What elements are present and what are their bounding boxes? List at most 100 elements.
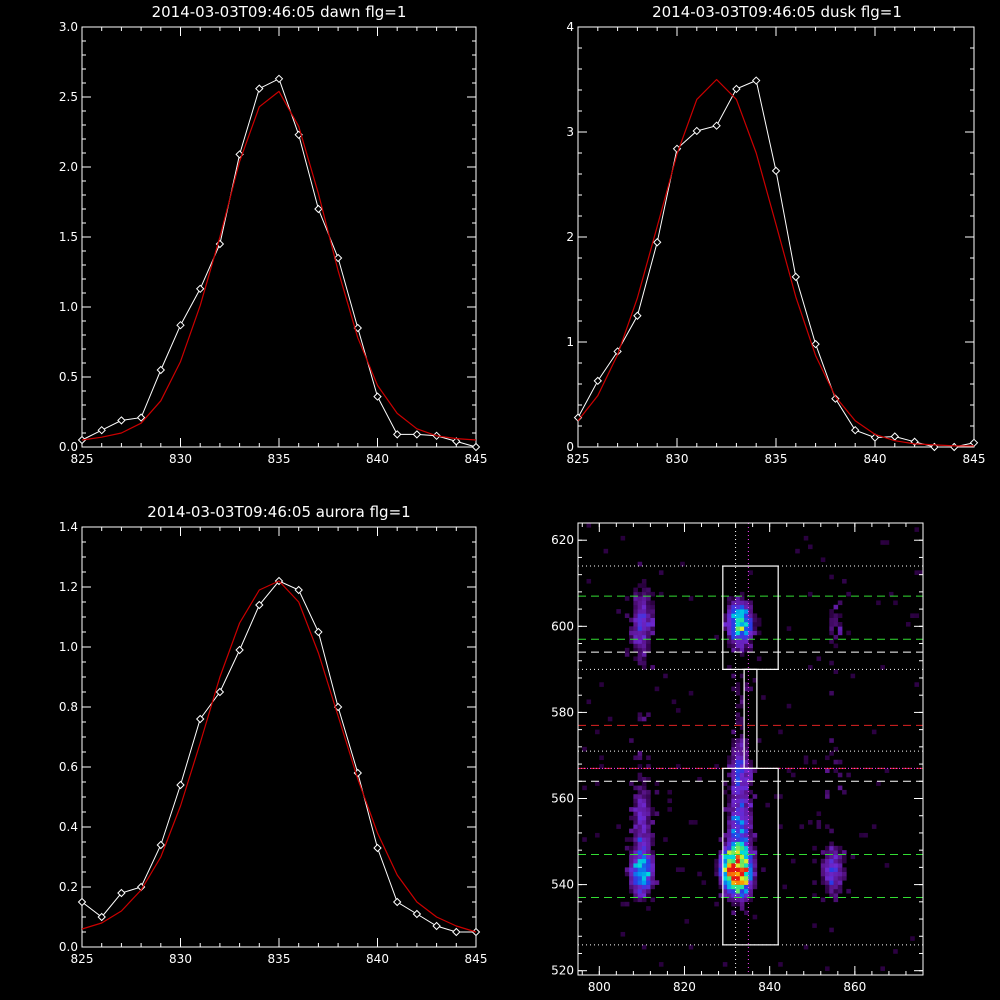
- heatmap-cell: [637, 630, 643, 636]
- heatmap-cell: [701, 880, 707, 885]
- heatmap-cell: [739, 617, 745, 623]
- heatmap-cell: [735, 613, 741, 618]
- data-point: [890, 432, 900, 441]
- heatmap-cell: [637, 647, 643, 653]
- heatmap-cell: [744, 613, 749, 618]
- heatmap-cell: [646, 863, 651, 868]
- heatmap-cell: [595, 781, 600, 786]
- x-tick-label: 840: [366, 952, 389, 966]
- heatmap-cell: [727, 755, 732, 761]
- heatmap-cell: [646, 884, 651, 890]
- heatmap-cell: [727, 759, 732, 765]
- heatmap-cell: [735, 721, 741, 726]
- heatmap-cell: [748, 798, 753, 804]
- heatmap-cell: [586, 523, 592, 528]
- heatmap-cell: [837, 875, 843, 881]
- heatmap-cell: [658, 591, 664, 597]
- heatmap-cell: [731, 897, 736, 903]
- heatmap-cell: [731, 738, 736, 743]
- heatmap-cell: [633, 600, 638, 606]
- heatmap-cell: [722, 837, 728, 842]
- heatmap-cell: [641, 785, 647, 791]
- heatmap-cell: [641, 802, 647, 808]
- heatmap-cell: [629, 630, 634, 636]
- heatmap-cell: [735, 690, 741, 696]
- heatmap-cell: [646, 798, 651, 804]
- heatmap-cell: [654, 789, 660, 795]
- heatmap-cell: [748, 759, 753, 765]
- heatmap-cell: [633, 591, 638, 597]
- heatmap-cell: [837, 880, 843, 885]
- heatmap-cell: [799, 824, 805, 829]
- heatmap-cell: [752, 626, 758, 631]
- x-tick-label: 835: [268, 452, 291, 466]
- data-point: [692, 126, 702, 136]
- heatmap-cell: [641, 884, 647, 890]
- heatmap-cell: [646, 609, 651, 614]
- heatmap-cell: [739, 609, 745, 614]
- heatmap-cell: [722, 884, 728, 890]
- heatmap-cell: [739, 888, 745, 894]
- heatmap-cell: [629, 781, 634, 786]
- heatmap-cell: [718, 867, 724, 872]
- heatmap-cell: [744, 759, 749, 765]
- heatmap-cell: [731, 884, 736, 890]
- heatmap-cell: [637, 807, 643, 812]
- heatmap-cell: [735, 647, 741, 653]
- heatmap-cell: [629, 837, 634, 842]
- heatmap-cell: [714, 867, 719, 872]
- heatmap-cell: [837, 858, 843, 864]
- heatmap-cell: [629, 626, 634, 631]
- heatmap-cell: [731, 746, 736, 752]
- heatmap-cell: [637, 824, 643, 829]
- heatmap-cell: [825, 794, 830, 799]
- heatmap-cell: [871, 824, 877, 829]
- heatmap-cell: [735, 850, 741, 855]
- heatmap-cell: [756, 630, 762, 636]
- heatmap-cell: [637, 845, 643, 851]
- data-point: [215, 687, 225, 697]
- heatmap-cell: [629, 617, 634, 623]
- heatmap-cell: [739, 850, 745, 855]
- heatmap-cell: [629, 880, 634, 885]
- heatmap-cell: [829, 613, 834, 618]
- x-tick-label: 840: [864, 452, 887, 466]
- y-tick-label: 3.0: [59, 20, 78, 34]
- heatmap-cell: [739, 721, 745, 726]
- heatmap-cell: [739, 613, 745, 618]
- heatmap-cell: [739, 596, 745, 601]
- heatmap-cell: [624, 596, 630, 601]
- heatmap-cell: [629, 863, 634, 868]
- heatmap-cell: [731, 643, 736, 649]
- heatmap-cell: [910, 936, 915, 941]
- heatmap-cell: [825, 966, 830, 971]
- heatmap-cell: [739, 798, 745, 804]
- heatmap-cell: [633, 634, 638, 640]
- heatmap-cell: [833, 880, 839, 885]
- heatmap-cell: [718, 871, 724, 877]
- heatmap-cell: [744, 832, 749, 838]
- heatmap-cell: [748, 828, 753, 834]
- heatmap-cell: [748, 845, 753, 851]
- heatmap-cell: [833, 746, 839, 752]
- data-point: [432, 921, 441, 931]
- heatmap-cell: [731, 639, 736, 644]
- heatmap-cell: [820, 863, 826, 868]
- heatmap-cell: [744, 897, 749, 903]
- heatmap-cell: [671, 699, 677, 705]
- heatmap-cell: [731, 850, 736, 855]
- heatmap-cell: [739, 837, 745, 842]
- heatmap-cell: [829, 854, 834, 860]
- heatmap-cell: [646, 871, 651, 877]
- data-point: [314, 627, 323, 637]
- heatmap-cell: [727, 811, 732, 817]
- heatmap-cell: [646, 604, 651, 610]
- heatmap-cell: [731, 630, 736, 636]
- heatmap-cell: [629, 815, 634, 821]
- heatmap-cell: [825, 888, 830, 894]
- heatmap-cell: [650, 622, 655, 627]
- heatmap-cell: [829, 609, 834, 614]
- heatmap-cell: [752, 884, 758, 890]
- heatmap-cell: [727, 604, 732, 610]
- data-point: [195, 284, 205, 294]
